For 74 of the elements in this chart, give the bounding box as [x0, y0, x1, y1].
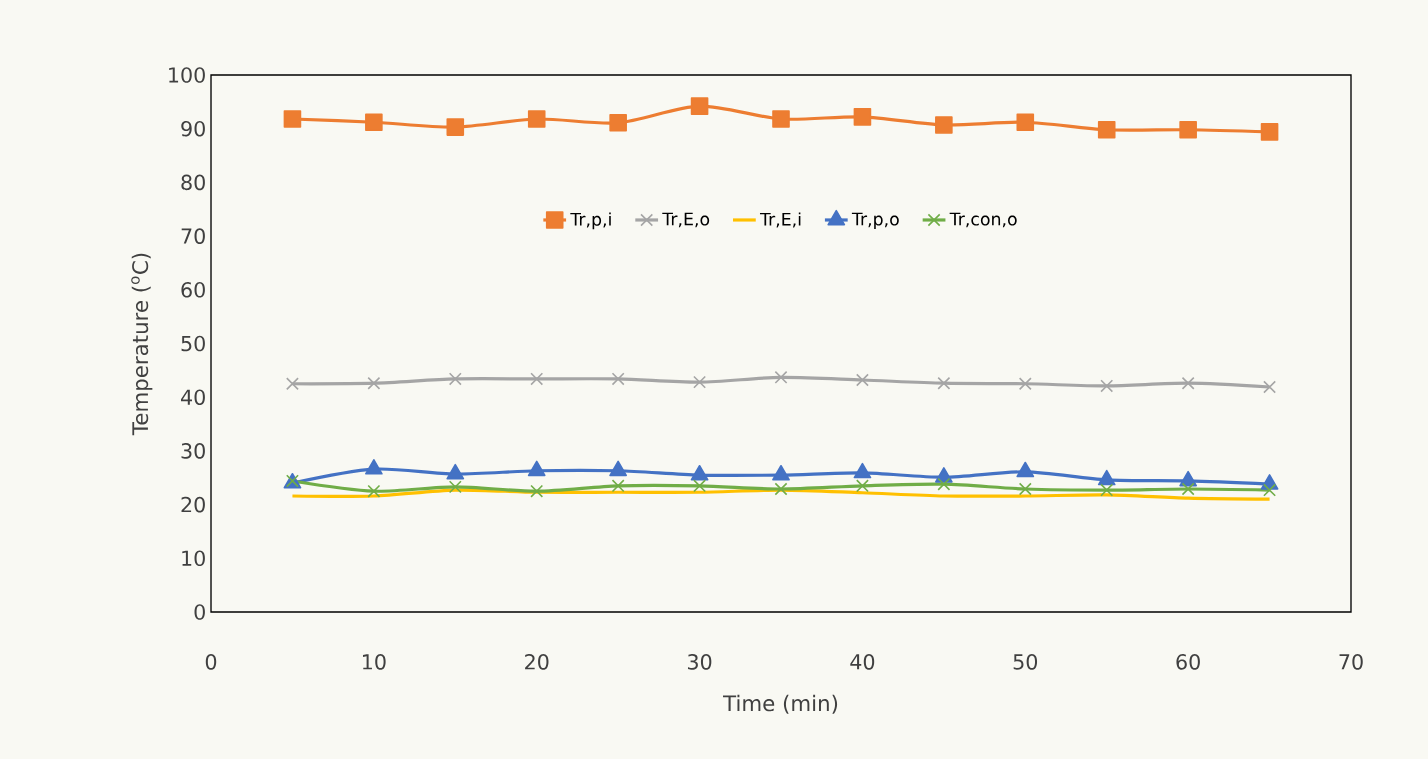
y-tick-label: 20	[181, 496, 205, 513]
point	[364, 459, 383, 475]
point	[609, 460, 628, 477]
point	[527, 110, 546, 128]
y-tick-label: 40	[181, 389, 205, 405]
point	[285, 377, 299, 391]
point	[527, 460, 546, 477]
point	[1016, 461, 1035, 478]
point	[772, 464, 790, 481]
point	[937, 477, 951, 491]
x-tick-label: 0	[205, 654, 217, 670]
point	[1181, 482, 1195, 496]
x-tick-label: 50	[1013, 654, 1038, 670]
point	[448, 372, 462, 386]
point	[855, 373, 869, 387]
point	[1100, 379, 1114, 393]
point	[1100, 483, 1114, 497]
point	[937, 376, 951, 390]
y-axis-title: Temperature ($^{o}$C)	[131, 253, 153, 436]
y-tick-label: 70	[181, 228, 205, 244]
y-tick-label: 30	[181, 443, 205, 459]
point	[1097, 469, 1116, 486]
point	[855, 479, 869, 493]
point	[1179, 120, 1197, 139]
point	[693, 479, 707, 493]
point	[446, 118, 465, 136]
x-tick-label: 20	[525, 654, 549, 670]
point	[530, 484, 544, 498]
legend-label: Tr,p,i	[570, 212, 611, 230]
legend-label: Tr,p,o	[851, 212, 899, 229]
point	[283, 110, 302, 128]
y-tick-label: 10	[182, 550, 205, 567]
x-tick-label: 60	[1176, 654, 1200, 670]
point	[611, 372, 625, 386]
legend-label: Tr,E,i	[759, 212, 801, 228]
y-tick-label: 60	[181, 281, 205, 298]
point	[367, 376, 381, 390]
point	[693, 375, 707, 389]
point	[774, 370, 788, 384]
point	[1018, 482, 1032, 496]
y-tick-label: 0	[194, 604, 205, 620]
x-tick-label: 30	[687, 654, 712, 670]
point	[690, 97, 709, 115]
y-tick-label: 80	[181, 174, 205, 191]
point	[611, 479, 625, 493]
legend-label: Tr,E,o	[662, 212, 710, 228]
point	[853, 462, 872, 479]
point	[690, 464, 709, 481]
x-tick-label: 10	[362, 654, 386, 670]
y-tick-label: 100	[169, 67, 205, 83]
point	[1097, 120, 1116, 139]
point	[853, 108, 872, 126]
y-tick-label: 90	[181, 120, 205, 137]
x-axis-title: Time (min)	[723, 694, 838, 714]
point	[530, 372, 544, 386]
point	[367, 484, 381, 498]
point	[609, 113, 627, 132]
point	[448, 480, 462, 494]
legend-label: Tr,con,o	[949, 212, 1017, 228]
point	[446, 463, 465, 480]
point	[365, 113, 383, 132]
point	[1260, 123, 1279, 141]
point	[772, 110, 790, 128]
y-tick-label: 50	[181, 335, 205, 352]
x-tick-label: 70	[1339, 654, 1363, 670]
point	[935, 116, 953, 134]
point	[1263, 380, 1277, 394]
point	[774, 482, 788, 496]
line-series	[290, 488, 1272, 501]
point	[1016, 113, 1035, 132]
point	[1181, 376, 1195, 390]
point	[1263, 483, 1277, 497]
x-tick-label: 40	[850, 654, 875, 670]
point	[1018, 377, 1032, 391]
